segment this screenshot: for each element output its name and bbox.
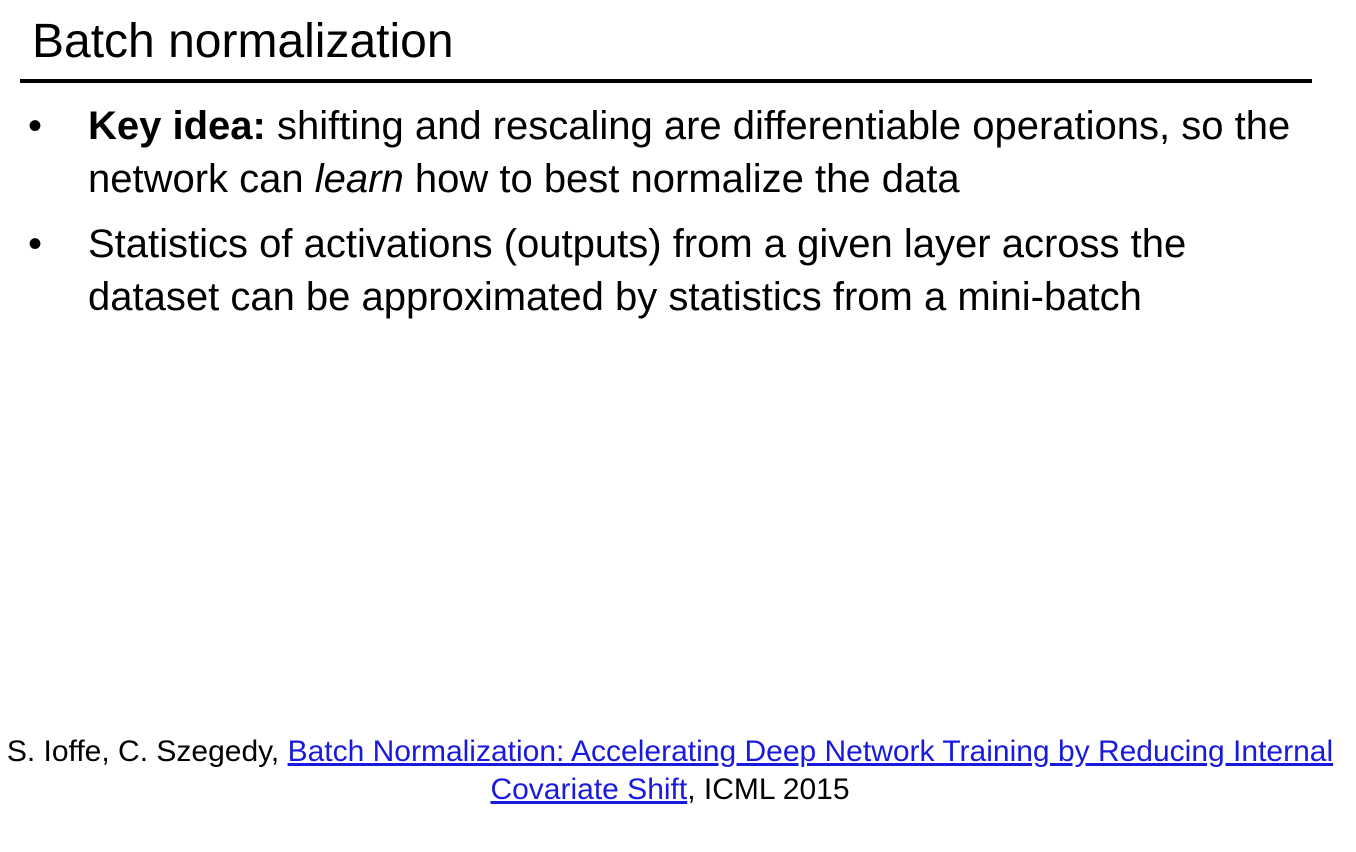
bullet-marker: • [28,104,43,148]
title-divider [20,79,1312,83]
paper-link[interactable]: Batch Normalization: Accelerating Deep N… [287,735,1334,806]
bullet-list: • Key idea: shifting and rescaling are d… [0,100,1356,336]
citation-venue: , ICML 2015 [687,773,850,806]
bullet-bold-lead: Key idea: [88,104,266,148]
citation-authors: S. Ioffe, C. Szegedy, [6,735,288,768]
bullet-text: Statistics of activations (outputs) from… [88,222,1187,319]
bullet-marker: • [28,222,43,266]
bullet-emphasis: learn [314,157,404,201]
bullet-statistics: • Statistics of activations (outputs) fr… [0,218,1318,324]
citation: S. Ioffe, C. Szegedy, Batch Normalizatio… [0,733,1340,809]
bullet-text-part: shifting and rescaling are differentiabl… [88,104,1291,201]
bullet-text: Key idea: shifting and rescaling are dif… [88,100,1318,206]
bullet-key-idea: • Key idea: shifting and rescaling are d… [0,100,1318,206]
bullet-text-part: how to best normalize the data [403,157,960,201]
slide-title: Batch normalization [32,15,454,68]
